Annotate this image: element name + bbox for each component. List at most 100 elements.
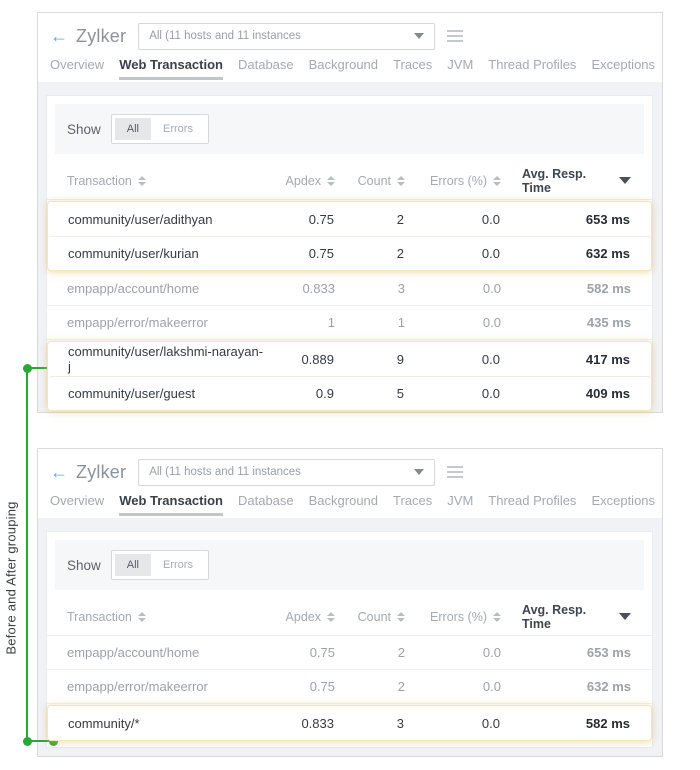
tab-traces[interactable]: Traces <box>393 493 433 508</box>
errors-value: 0.0 <box>482 645 501 660</box>
transaction-name: empapp/account/home <box>67 281 200 296</box>
tab-web-transaction[interactable]: Web Transaction <box>119 493 223 516</box>
errors-value: 0.0 <box>482 679 501 694</box>
tab-bar: Overview Web Transaction Database Backgr… <box>38 489 662 516</box>
apdex-value: 1 <box>327 315 335 330</box>
tab-background[interactable]: Background <box>308 493 379 508</box>
transaction-name: community/user/adithyan <box>68 211 213 227</box>
tab-database[interactable]: Database <box>237 57 294 72</box>
chevron-down-icon <box>414 469 425 475</box>
table-row[interactable]: empapp/account/home 0.833 3 0.0 582 ms <box>47 272 652 306</box>
sort-desc-icon <box>619 613 631 620</box>
tab-exceptions[interactable]: Exceptions <box>591 57 656 72</box>
show-filter-strip: Show All Errors <box>55 540 644 590</box>
page-title: Zylker <box>76 461 127 482</box>
host-instance-dropdown-value: All (11 hosts and 11 instances <box>149 30 301 42</box>
column-header-transaction[interactable]: Transaction <box>47 174 266 188</box>
transaction-name: empapp/error/makeerror <box>67 679 208 694</box>
table-row[interactable]: community/user/lakshmi-narayan-j 0.889 9… <box>48 342 651 376</box>
count-value: 2 <box>396 246 404 261</box>
transaction-name: empapp/error/makeerror <box>67 315 208 330</box>
app-header: ← Zylker All (11 hosts and 11 instances <box>38 13 662 53</box>
apm-panel-before: ← Zylker All (11 hosts and 11 instances … <box>37 12 663 413</box>
show-toggle-errors[interactable]: Errors <box>163 123 193 135</box>
column-header-count[interactable]: Count <box>356 610 426 624</box>
apdex-value: 0.889 <box>301 351 334 367</box>
avg-resp-value: 435 ms <box>586 315 631 330</box>
hamburger-menu-icon[interactable] <box>447 30 464 42</box>
avg-resp-value: 653 ms <box>586 645 631 660</box>
apdex-value: 0.75 <box>308 211 334 227</box>
table-row[interactable]: empapp/error/makeerror 1 1 0.0 435 ms <box>47 306 652 340</box>
errors-value: 0.0 <box>481 211 500 227</box>
tab-jvm[interactable]: JVM <box>447 493 474 508</box>
transactions-card: Show All Errors Transaction Apdex <box>46 95 653 410</box>
show-toggle-all[interactable]: All <box>114 118 152 140</box>
avg-resp-value: 582 ms <box>586 281 631 296</box>
table-row[interactable]: empapp/error/makeerror 0.75 2 0.0 632 ms <box>47 670 652 704</box>
back-icon[interactable]: ← <box>50 462 68 482</box>
apdex-value: 0.75 <box>309 679 335 694</box>
tab-database[interactable]: Database <box>237 493 294 508</box>
table-row[interactable]: community/user/adithyan 0.75 2 0.0 653 m… <box>48 202 651 236</box>
show-toggle-errors[interactable]: Errors <box>163 559 193 571</box>
hamburger-menu-icon[interactable] <box>447 466 464 478</box>
column-header-avg-resp-time[interactable]: Avg. Resp. Time <box>522 167 652 195</box>
avg-resp-value: 632 ms <box>585 246 630 261</box>
tab-exceptions[interactable]: Exceptions <box>591 493 656 508</box>
column-header-count[interactable]: Count <box>356 174 426 188</box>
apdex-value: 0.9 <box>315 386 334 401</box>
table-row[interactable]: community/* 0.833 3 0.0 582 ms <box>48 706 651 740</box>
errors-value: 0.0 <box>482 315 501 330</box>
tab-web-transaction[interactable]: Web Transaction <box>119 57 223 80</box>
tab-overview[interactable]: Overview <box>50 57 105 72</box>
show-toggle-all[interactable]: All <box>114 554 152 576</box>
app-header: ← Zylker All (11 hosts and 11 instances <box>38 449 662 489</box>
tab-overview[interactable]: Overview <box>50 493 105 508</box>
grouping-connector-line <box>27 740 54 742</box>
apm-panel-after: ← Zylker All (11 hosts and 11 instances … <box>37 448 663 757</box>
table-row[interactable]: empapp/account/home 0.75 2 0.0 653 ms <box>47 636 652 670</box>
column-header-apdex[interactable]: Apdex <box>266 610 356 624</box>
content-background: Show All Errors Transaction Apdex <box>38 518 662 756</box>
apdex-value: 0.75 <box>308 246 334 261</box>
apdex-value: 0.833 <box>301 715 334 731</box>
count-value: 5 <box>396 386 404 401</box>
table-row[interactable]: community/user/kurian 0.75 2 0.0 632 ms <box>48 236 651 270</box>
chevron-down-icon <box>414 33 425 39</box>
table-row[interactable]: community/user/guest 0.9 5 0.0 409 ms <box>48 376 651 410</box>
sort-icon <box>397 175 405 186</box>
column-header-apdex[interactable]: Apdex <box>266 174 356 188</box>
avg-resp-value: 417 ms <box>585 351 630 367</box>
show-label: Show <box>67 121 101 137</box>
host-instance-dropdown-value: All (11 hosts and 11 instances <box>149 466 301 478</box>
show-toggle: All Errors <box>110 114 209 144</box>
tab-jvm[interactable]: JVM <box>447 57 474 72</box>
avg-resp-value: 653 ms <box>585 211 630 227</box>
host-instance-dropdown[interactable]: All (11 hosts and 11 instances <box>138 22 436 50</box>
count-value: 9 <box>396 351 404 367</box>
tab-thread-profiles[interactable]: Thread Profiles <box>488 57 577 72</box>
connector-dot <box>49 737 58 746</box>
column-header-avg-resp-time[interactable]: Avg. Resp. Time <box>522 603 652 631</box>
column-header-errors[interactable]: Errors (%) <box>426 610 522 624</box>
show-toggle: All Errors <box>110 550 209 580</box>
count-value: 3 <box>397 281 405 296</box>
column-header-transaction[interactable]: Transaction <box>47 610 266 624</box>
table-header-row: Transaction Apdex Count Errors (%) <box>47 162 652 200</box>
transaction-name: community/* <box>68 715 140 731</box>
transaction-name: community/user/guest <box>68 386 196 401</box>
apdex-value: 0.833 <box>302 281 335 296</box>
tab-background[interactable]: Background <box>308 57 379 72</box>
host-instance-dropdown[interactable]: All (11 hosts and 11 instances <box>138 458 436 486</box>
back-icon[interactable]: ← <box>50 26 68 46</box>
transaction-name: community/user/lakshmi-narayan-j <box>68 344 264 374</box>
tab-traces[interactable]: Traces <box>393 57 433 72</box>
column-header-errors[interactable]: Errors (%) <box>426 174 522 188</box>
avg-resp-value: 632 ms <box>586 679 631 694</box>
errors-value: 0.0 <box>481 715 500 731</box>
tab-thread-profiles[interactable]: Thread Profiles <box>488 493 577 508</box>
apdex-value: 0.75 <box>309 645 335 660</box>
errors-value: 0.0 <box>481 351 500 367</box>
highlighted-row-group: community/* 0.833 3 0.0 582 ms <box>48 706 651 740</box>
